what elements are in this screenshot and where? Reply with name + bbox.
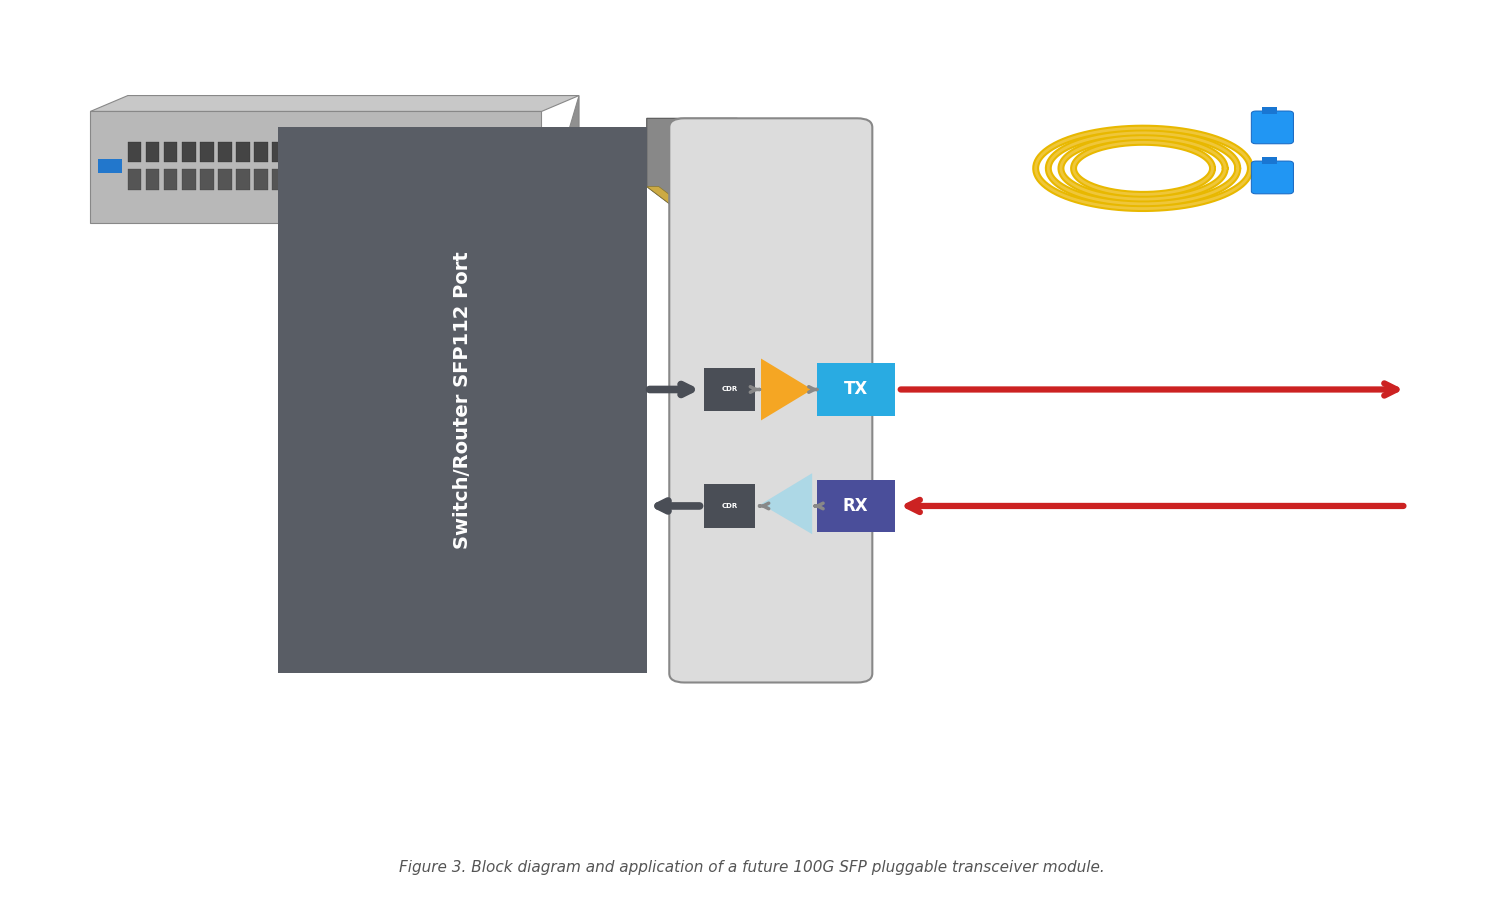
FancyBboxPatch shape	[1262, 107, 1277, 114]
Text: CDR: CDR	[722, 503, 737, 509]
FancyBboxPatch shape	[704, 484, 755, 528]
FancyBboxPatch shape	[326, 169, 340, 189]
FancyBboxPatch shape	[704, 368, 755, 411]
FancyBboxPatch shape	[272, 169, 286, 189]
FancyBboxPatch shape	[453, 169, 466, 189]
FancyBboxPatch shape	[344, 142, 358, 162]
FancyBboxPatch shape	[182, 142, 196, 162]
FancyBboxPatch shape	[146, 169, 159, 189]
Polygon shape	[90, 96, 579, 112]
FancyBboxPatch shape	[164, 142, 177, 162]
FancyBboxPatch shape	[98, 158, 122, 173]
FancyBboxPatch shape	[817, 363, 895, 416]
FancyBboxPatch shape	[200, 169, 214, 189]
FancyBboxPatch shape	[471, 142, 484, 162]
FancyBboxPatch shape	[1251, 161, 1293, 194]
FancyBboxPatch shape	[236, 142, 250, 162]
FancyBboxPatch shape	[90, 112, 541, 223]
FancyBboxPatch shape	[254, 169, 268, 189]
FancyBboxPatch shape	[471, 169, 484, 189]
FancyBboxPatch shape	[381, 142, 394, 162]
FancyBboxPatch shape	[669, 118, 872, 682]
FancyBboxPatch shape	[218, 169, 232, 189]
FancyBboxPatch shape	[399, 142, 412, 162]
FancyBboxPatch shape	[308, 169, 322, 189]
FancyBboxPatch shape	[344, 169, 358, 189]
Polygon shape	[761, 359, 812, 420]
FancyBboxPatch shape	[146, 142, 159, 162]
FancyBboxPatch shape	[435, 142, 448, 162]
FancyBboxPatch shape	[164, 169, 177, 189]
FancyBboxPatch shape	[489, 142, 502, 162]
FancyBboxPatch shape	[272, 142, 286, 162]
FancyBboxPatch shape	[326, 142, 340, 162]
FancyBboxPatch shape	[362, 142, 376, 162]
Polygon shape	[761, 473, 812, 534]
FancyBboxPatch shape	[128, 142, 141, 162]
Text: TX: TX	[844, 380, 868, 399]
FancyBboxPatch shape	[200, 142, 214, 162]
Text: CDR: CDR	[722, 387, 737, 392]
Text: Switch/Router SFP112 Port: Switch/Router SFP112 Port	[453, 251, 472, 550]
FancyBboxPatch shape	[507, 169, 520, 189]
FancyBboxPatch shape	[182, 169, 196, 189]
FancyBboxPatch shape	[435, 169, 448, 189]
FancyBboxPatch shape	[817, 480, 895, 532]
Text: RX: RX	[842, 497, 869, 515]
Polygon shape	[541, 96, 579, 239]
FancyBboxPatch shape	[399, 169, 412, 189]
FancyBboxPatch shape	[417, 169, 430, 189]
FancyBboxPatch shape	[236, 169, 250, 189]
FancyBboxPatch shape	[308, 142, 322, 162]
Polygon shape	[647, 187, 689, 209]
FancyBboxPatch shape	[218, 142, 232, 162]
FancyBboxPatch shape	[362, 169, 376, 189]
FancyBboxPatch shape	[489, 169, 502, 189]
FancyBboxPatch shape	[128, 169, 141, 189]
FancyBboxPatch shape	[417, 142, 430, 162]
Text: Figure 3. Block diagram and application of a future 100G SFP pluggable transceiv: Figure 3. Block diagram and application …	[399, 861, 1105, 875]
FancyBboxPatch shape	[453, 142, 466, 162]
FancyBboxPatch shape	[290, 142, 304, 162]
FancyBboxPatch shape	[254, 142, 268, 162]
FancyBboxPatch shape	[507, 142, 520, 162]
FancyBboxPatch shape	[381, 169, 394, 189]
FancyBboxPatch shape	[1262, 157, 1277, 164]
FancyBboxPatch shape	[278, 127, 647, 673]
Polygon shape	[647, 118, 767, 209]
FancyBboxPatch shape	[1251, 111, 1293, 144]
FancyBboxPatch shape	[290, 169, 304, 189]
